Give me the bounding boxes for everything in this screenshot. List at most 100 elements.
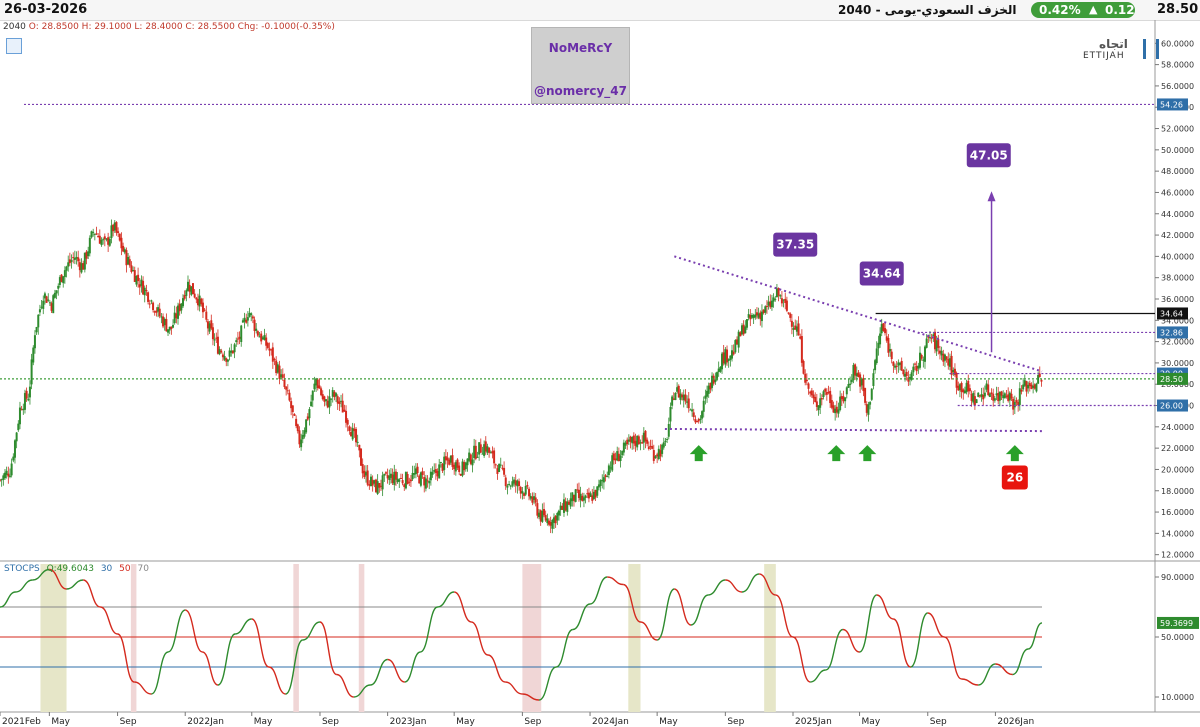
oscillator-segment: [589, 576, 608, 605]
oscillator-segment: [302, 621, 321, 641]
candle-body: [369, 476, 372, 487]
candle-body: [208, 323, 211, 332]
candle-body: [1002, 395, 1005, 399]
candle-body: [747, 314, 750, 318]
candle-body: [496, 468, 499, 474]
candle-body: [627, 439, 630, 442]
candle-body: [667, 423, 670, 437]
candle-body: [612, 453, 615, 461]
x-tick-label: 2025Jan: [795, 717, 832, 727]
candle-body: [391, 474, 394, 483]
change-value: 0.12: [1105, 3, 1135, 17]
candle-body: [629, 436, 632, 442]
candle-body: [428, 481, 431, 484]
candle-body: [388, 475, 391, 481]
candle-body: [895, 365, 898, 368]
candle-body: [526, 485, 529, 487]
candle-body: [721, 353, 724, 370]
candle-body: [333, 391, 336, 398]
candle-body: [519, 487, 522, 494]
oscillator-segment: [268, 666, 286, 695]
candle-body: [22, 408, 25, 411]
candle-body: [431, 472, 434, 475]
candle-body: [306, 416, 309, 420]
candle-body: [729, 355, 732, 360]
candle-body: [409, 479, 412, 482]
candle-body: [899, 362, 902, 365]
candle-body: [345, 410, 348, 423]
x-tick-label: 2021Feb: [2, 717, 41, 727]
candle-body: [133, 270, 136, 282]
candle-body: [511, 481, 514, 486]
annotation-box: [966, 143, 1011, 168]
y-tick-label: 56.0000: [1161, 82, 1194, 91]
candle-body: [869, 402, 872, 405]
candle-body: [351, 427, 354, 440]
candle-body: [281, 374, 284, 378]
chart-settings-icon[interactable]: [6, 38, 22, 54]
candle-body: [0, 479, 3, 481]
candle-body: [411, 472, 414, 480]
oscillator-segment: [0, 591, 16, 608]
candle-body: [859, 374, 862, 387]
candle-body: [1008, 392, 1011, 401]
candle-body: [716, 372, 719, 380]
candle-body: [551, 519, 554, 529]
candle-body: [323, 396, 326, 402]
candle-body: [543, 509, 546, 516]
candle-body: [765, 305, 768, 307]
candle-body: [386, 475, 389, 479]
candle-body: [977, 392, 980, 397]
candle-body: [531, 496, 534, 503]
candle-body: [286, 390, 289, 392]
y-tick-label: 52.0000: [1161, 125, 1194, 134]
candle-body: [674, 393, 677, 401]
oscillator-segment: [167, 609, 186, 653]
stoch-value: Q:49.6043: [46, 564, 94, 574]
candle-body: [127, 257, 130, 265]
oscillator-segment: [487, 654, 506, 683]
candle-body: [880, 324, 883, 334]
candle-body: [421, 471, 424, 475]
candle-body: [622, 442, 625, 453]
osc-y-tick-label: 10.0000: [1161, 693, 1194, 702]
y-tick-label: 22.0000: [1161, 444, 1194, 453]
ettijah-logo: اتجاه ETTIJAH: [1081, 37, 1159, 63]
candle-body: [882, 323, 885, 331]
trendline: [674, 255, 1043, 373]
candle-body: [226, 359, 229, 362]
candle-body: [245, 319, 248, 323]
candle-body: [699, 418, 702, 420]
annotation-label: 26: [1006, 471, 1023, 485]
candle-body: [102, 239, 105, 241]
candle-body: [727, 359, 730, 362]
candle-body: [1032, 385, 1035, 388]
x-tick-label: May: [456, 717, 475, 727]
candle-body: [978, 395, 981, 397]
candle-body: [577, 489, 580, 499]
level-price-tag: [1157, 98, 1188, 111]
candle-body: [118, 233, 121, 241]
candle-body: [103, 236, 106, 240]
candle-body: [343, 409, 346, 412]
candle-body: [661, 444, 664, 454]
candle-body: [682, 394, 685, 401]
candle-body: [646, 439, 649, 444]
candle-body: [293, 414, 296, 416]
candle-body: [160, 316, 163, 318]
candle-body: [684, 394, 687, 402]
candle-body: [147, 292, 150, 302]
candle-body: [23, 393, 26, 410]
oscillator-segment: [370, 658, 388, 686]
candle-body: [162, 316, 165, 327]
candle-body: [2, 475, 5, 480]
candle-body: [807, 383, 810, 389]
candle-body: [912, 366, 915, 373]
stoch-level-mid: 50: [119, 564, 131, 574]
candle-body: [834, 408, 837, 414]
candle-body: [518, 481, 521, 487]
candle-body: [253, 319, 256, 331]
candle-body: [416, 466, 419, 474]
candle-body: [479, 444, 482, 453]
oscillator-segment: [66, 579, 84, 590]
